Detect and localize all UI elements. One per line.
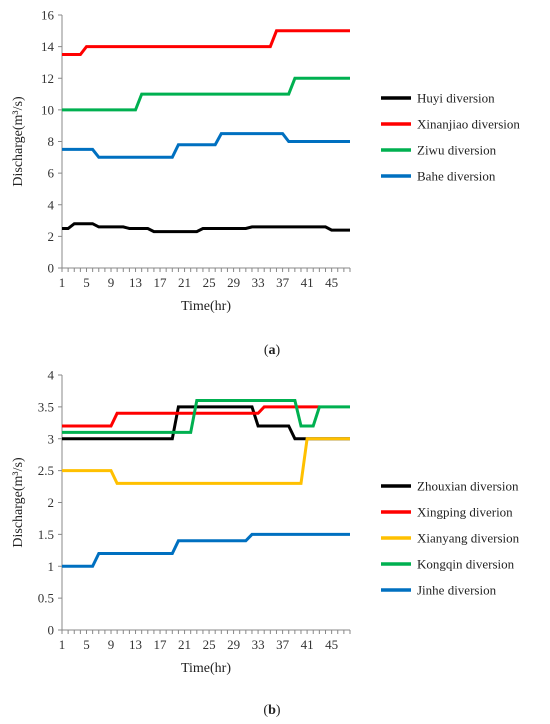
- legend-label: Xingping diverion: [417, 505, 513, 520]
- x-tick-label: 5: [83, 637, 90, 652]
- x-tick-label: 33: [252, 275, 265, 290]
- legend-label: Xinanjiao diversion: [417, 117, 520, 132]
- x-tick-label: 13: [129, 637, 142, 652]
- x-tick-label: 41: [301, 637, 314, 652]
- y-tick-label: 16: [41, 8, 55, 23]
- legend-label: Huyi diversion: [417, 91, 495, 106]
- x-axis-title: Time(hr): [181, 299, 231, 314]
- x-tick-label: 5: [83, 275, 90, 290]
- series-line-xinanjiao-diversion: [62, 29, 350, 56]
- series-line-jinhe-diversion: [62, 532, 350, 568]
- x-tick-label: 17: [154, 275, 168, 290]
- series-line-zhouxian-diversion: [62, 405, 350, 441]
- x-axis-title: Time(hr): [181, 661, 231, 676]
- legend-label: Bahe diversion: [417, 169, 496, 184]
- x-tick-label: 25: [203, 637, 216, 652]
- x-tick-label: 21: [178, 637, 191, 652]
- x-tick-label: 21: [178, 275, 191, 290]
- y-tick-label: 3.5: [38, 399, 54, 414]
- y-tick-label: 4: [48, 368, 55, 383]
- series-line-huyi-diversion: [62, 222, 350, 234]
- y-tick-label: 14: [41, 39, 55, 54]
- y-tick-label: 2: [48, 229, 55, 244]
- y-tick-label: 6: [48, 166, 55, 181]
- y-tick-label: 12: [41, 71, 54, 86]
- x-tick-label: 25: [203, 275, 216, 290]
- series-line-ziwu-diversion: [62, 76, 350, 112]
- x-tick-label: 9: [108, 275, 115, 290]
- legend-label: Ziwu diversion: [417, 143, 497, 158]
- x-tick-label: 29: [227, 637, 240, 652]
- series-line-xingping-diverion: [62, 405, 320, 428]
- x-tick-label: 41: [301, 275, 314, 290]
- legend-label: Kongqin diversion: [417, 557, 515, 572]
- y-tick-label: 0: [48, 261, 55, 276]
- legend-label: Xianyang diversion: [417, 531, 520, 546]
- x-tick-label: 9: [108, 637, 115, 652]
- panel-caption: (b): [263, 703, 280, 718]
- y-tick-label: 2: [48, 495, 55, 510]
- x-tick-label: 29: [227, 275, 240, 290]
- y-tick-label: 4: [48, 197, 55, 212]
- x-tick-label: 1: [59, 275, 66, 290]
- x-tick-label: 45: [325, 275, 338, 290]
- y-tick-label: 2.5: [38, 463, 54, 478]
- chart-a: 0 2 4 6 8 10 12 14 16 1 5 9 13 17 21 25 29 33 37 41 45 Time(h…: [11, 8, 520, 359]
- panel-caption: (a): [264, 343, 281, 358]
- x-tick-label: 37: [276, 275, 290, 290]
- y-tick-label: 10: [41, 102, 54, 117]
- x-tick-label: 13: [129, 275, 142, 290]
- chart-b: 00.511.522.533.541 5 9 13 17 21 25 29 33 37 41 45Ti…: [11, 368, 520, 719]
- y-tick-label: 0: [48, 623, 55, 638]
- y-tick-label: 1: [48, 559, 55, 574]
- series-line-bahe-diversion: [62, 132, 350, 159]
- x-tick-label: 17: [154, 637, 168, 652]
- legend-label: Zhouxian diversion: [417, 479, 519, 494]
- y-tick-label: 3: [48, 431, 55, 446]
- x-tick-label: 45: [325, 637, 338, 652]
- series-line-kongqin-diversion: [62, 399, 350, 434]
- x-tick-label: 33: [252, 637, 265, 652]
- x-tick-label: 1: [59, 637, 66, 652]
- x-tick-label: 37: [276, 637, 290, 652]
- series-line-xianyang-diversion: [62, 437, 350, 485]
- y-axis-title: Discharge(m³/s): [11, 96, 26, 187]
- legend-label: Jinhe diversion: [417, 583, 497, 598]
- y-tick-label: 8: [48, 134, 55, 149]
- y-axis-title: Discharge(m³/s): [11, 457, 26, 548]
- y-tick-label: 1.5: [38, 527, 54, 542]
- y-tick-label: 0.5: [38, 591, 54, 606]
